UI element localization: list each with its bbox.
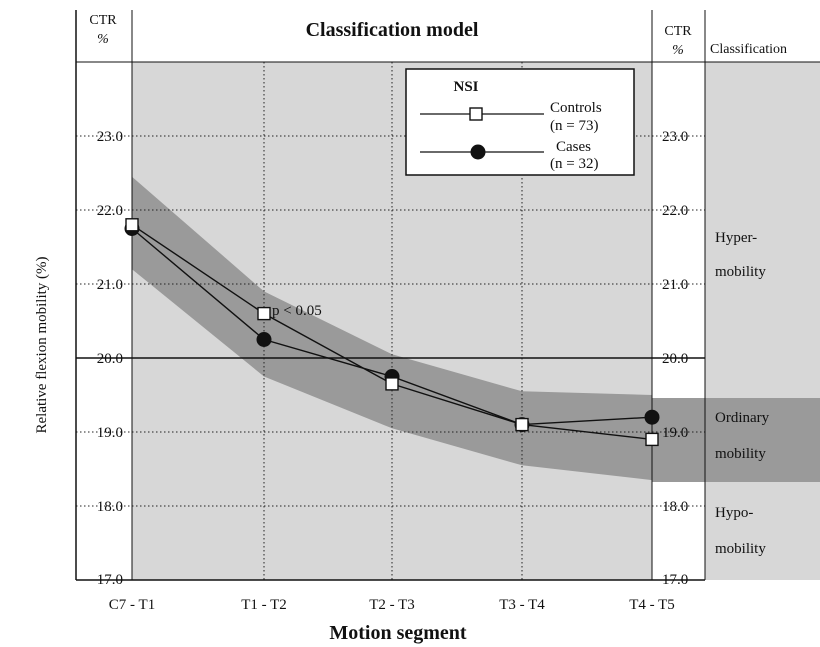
legend-controls-marker	[469, 107, 483, 121]
legend-cases-marker	[470, 144, 486, 160]
x-tick-labels: C7 - T1 T1 - T2 T2 - T3 T3 - T4 T4 - T5	[109, 597, 675, 613]
x-tick-2: T2 - T3	[369, 597, 415, 613]
class-hypo-line1: Hypo-	[715, 505, 753, 521]
class-hyper-line2: mobility	[715, 264, 766, 280]
significance-annotation: p < 0.05	[272, 303, 322, 319]
legend-title: NSI	[453, 79, 478, 95]
y-tick-left-0: 17.0	[97, 572, 123, 588]
y-tick-left-4: 21.0	[97, 277, 123, 293]
y-tick-left-3: 20.0	[97, 351, 123, 367]
y-tick-labels-right: 17.0 18.0 19.0 20.0 21.0 22.0 23.0	[662, 129, 688, 588]
legend: NSI Controls (n = 73) Cases (n = 32)	[405, 68, 635, 176]
chart-title: Classification model	[306, 19, 479, 41]
class-hypo-line2: mobility	[715, 541, 766, 557]
controls-point-2	[385, 377, 399, 391]
class-hyper-line1: Hyper-	[715, 230, 757, 246]
legend-controls-n: (n = 73)	[550, 118, 598, 134]
y-tick-right-5: 22.0	[662, 203, 688, 219]
class-ordinary-line2: mobility	[715, 446, 766, 462]
y-tick-right-1: 18.0	[662, 499, 688, 515]
controls-point-4	[645, 432, 659, 447]
left-ctr-label: CTR	[89, 13, 117, 28]
cases-point-4	[644, 409, 660, 425]
x-axis-title: Motion segment	[329, 622, 467, 644]
y-tick-left-5: 22.0	[97, 203, 123, 219]
legend-cases-n: (n = 32)	[550, 156, 598, 172]
ordinary-mobility-band	[132, 176, 652, 481]
legend-cases-label: Cases	[556, 139, 591, 155]
ordinary-mobility-band-right	[652, 398, 820, 482]
y-axis-title: Relative flexion mobility (%)	[34, 256, 50, 433]
x-tick-0: C7 - T1	[109, 597, 155, 613]
y-tick-right-4: 21.0	[662, 277, 688, 293]
frame	[75, 10, 820, 581]
controls-point-0	[125, 218, 139, 232]
legend-controls-label: Controls	[550, 100, 602, 116]
x-tick-1: T1 - T2	[241, 597, 287, 613]
y-tick-right-6: 23.0	[662, 129, 688, 145]
y-tick-left-2: 19.0	[97, 425, 123, 441]
classification-column-background	[705, 62, 820, 580]
controls-point-3	[515, 417, 529, 432]
y-tick-right-3: 20.0	[662, 351, 688, 367]
right-ctr-unit: %	[672, 43, 684, 58]
controls-point-1	[257, 306, 271, 321]
series-markers-controls	[125, 218, 659, 447]
y-tick-left-1: 18.0	[97, 499, 123, 515]
classification-header: Classification	[710, 42, 787, 57]
cases-point-1	[256, 332, 272, 347]
y-tick-left-6: 23.0	[97, 129, 123, 145]
y-tick-right-0: 17.0	[662, 572, 688, 588]
x-tick-3: T3 - T4	[499, 597, 545, 613]
legend-box	[405, 68, 635, 176]
y-tick-labels-left: 17.0 18.0 19.0 20.0 21.0 22.0 23.0	[97, 129, 123, 588]
x-tick-4: T4 - T5	[629, 597, 675, 613]
y-tick-right-2: 19.0	[662, 425, 688, 441]
left-ctr-unit: %	[97, 32, 109, 47]
class-ordinary-line1: Ordinary	[715, 410, 770, 426]
right-ctr-label: CTR	[664, 24, 692, 39]
